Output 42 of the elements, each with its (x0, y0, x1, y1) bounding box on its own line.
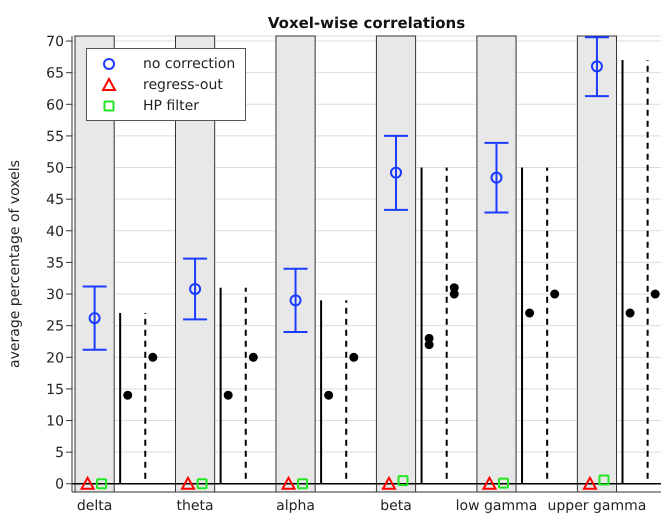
legend-label: regress-out (143, 76, 223, 92)
point (196, 478, 208, 490)
y-tick-label: 45 (46, 192, 64, 208)
x-tick-label: delta (76, 498, 112, 514)
point (626, 308, 635, 318)
y-tick-label: 60 (46, 97, 64, 114)
point (297, 478, 308, 490)
point (550, 290, 560, 299)
x-tick-label: alpha (276, 498, 315, 514)
y-tick-label: 15 (46, 382, 64, 398)
point (650, 290, 660, 299)
x-tick-label: beta (380, 498, 412, 514)
legend-label: no correction (143, 56, 236, 72)
point (525, 308, 534, 318)
point (349, 352, 358, 362)
y-tick-label: 0 (55, 476, 64, 493)
point (123, 390, 132, 400)
point (324, 390, 334, 400)
x-tick-label: theta (176, 498, 214, 514)
y-tick-label: 40 (46, 224, 64, 240)
y-tick-label: 20 (46, 350, 64, 366)
point (248, 352, 258, 362)
point (96, 478, 108, 490)
y-tick-label: 65 (46, 66, 64, 82)
y-tick-label: 35 (46, 255, 64, 272)
y-tick-label: 30 (46, 287, 64, 304)
legend-label: HP filter (143, 98, 199, 114)
y-axis-title: average percentage of voxels (6, 160, 23, 368)
point (224, 390, 233, 400)
x-tick-label: low gamma (456, 498, 538, 514)
y-tick-label: 70 (46, 34, 64, 50)
point (498, 478, 509, 489)
point (598, 474, 610, 486)
point (398, 475, 409, 486)
y-tick-label: 55 (46, 128, 64, 145)
y-tick-label: 25 (46, 318, 64, 335)
y-tick-label: 50 (46, 160, 64, 177)
point (148, 352, 158, 362)
chart-title: Voxel-wise correlations (268, 14, 466, 32)
y-tick-label: 5 (55, 445, 64, 462)
x-tick-label: upper gamma (548, 498, 646, 514)
y-tick-label: 10 (46, 414, 64, 430)
